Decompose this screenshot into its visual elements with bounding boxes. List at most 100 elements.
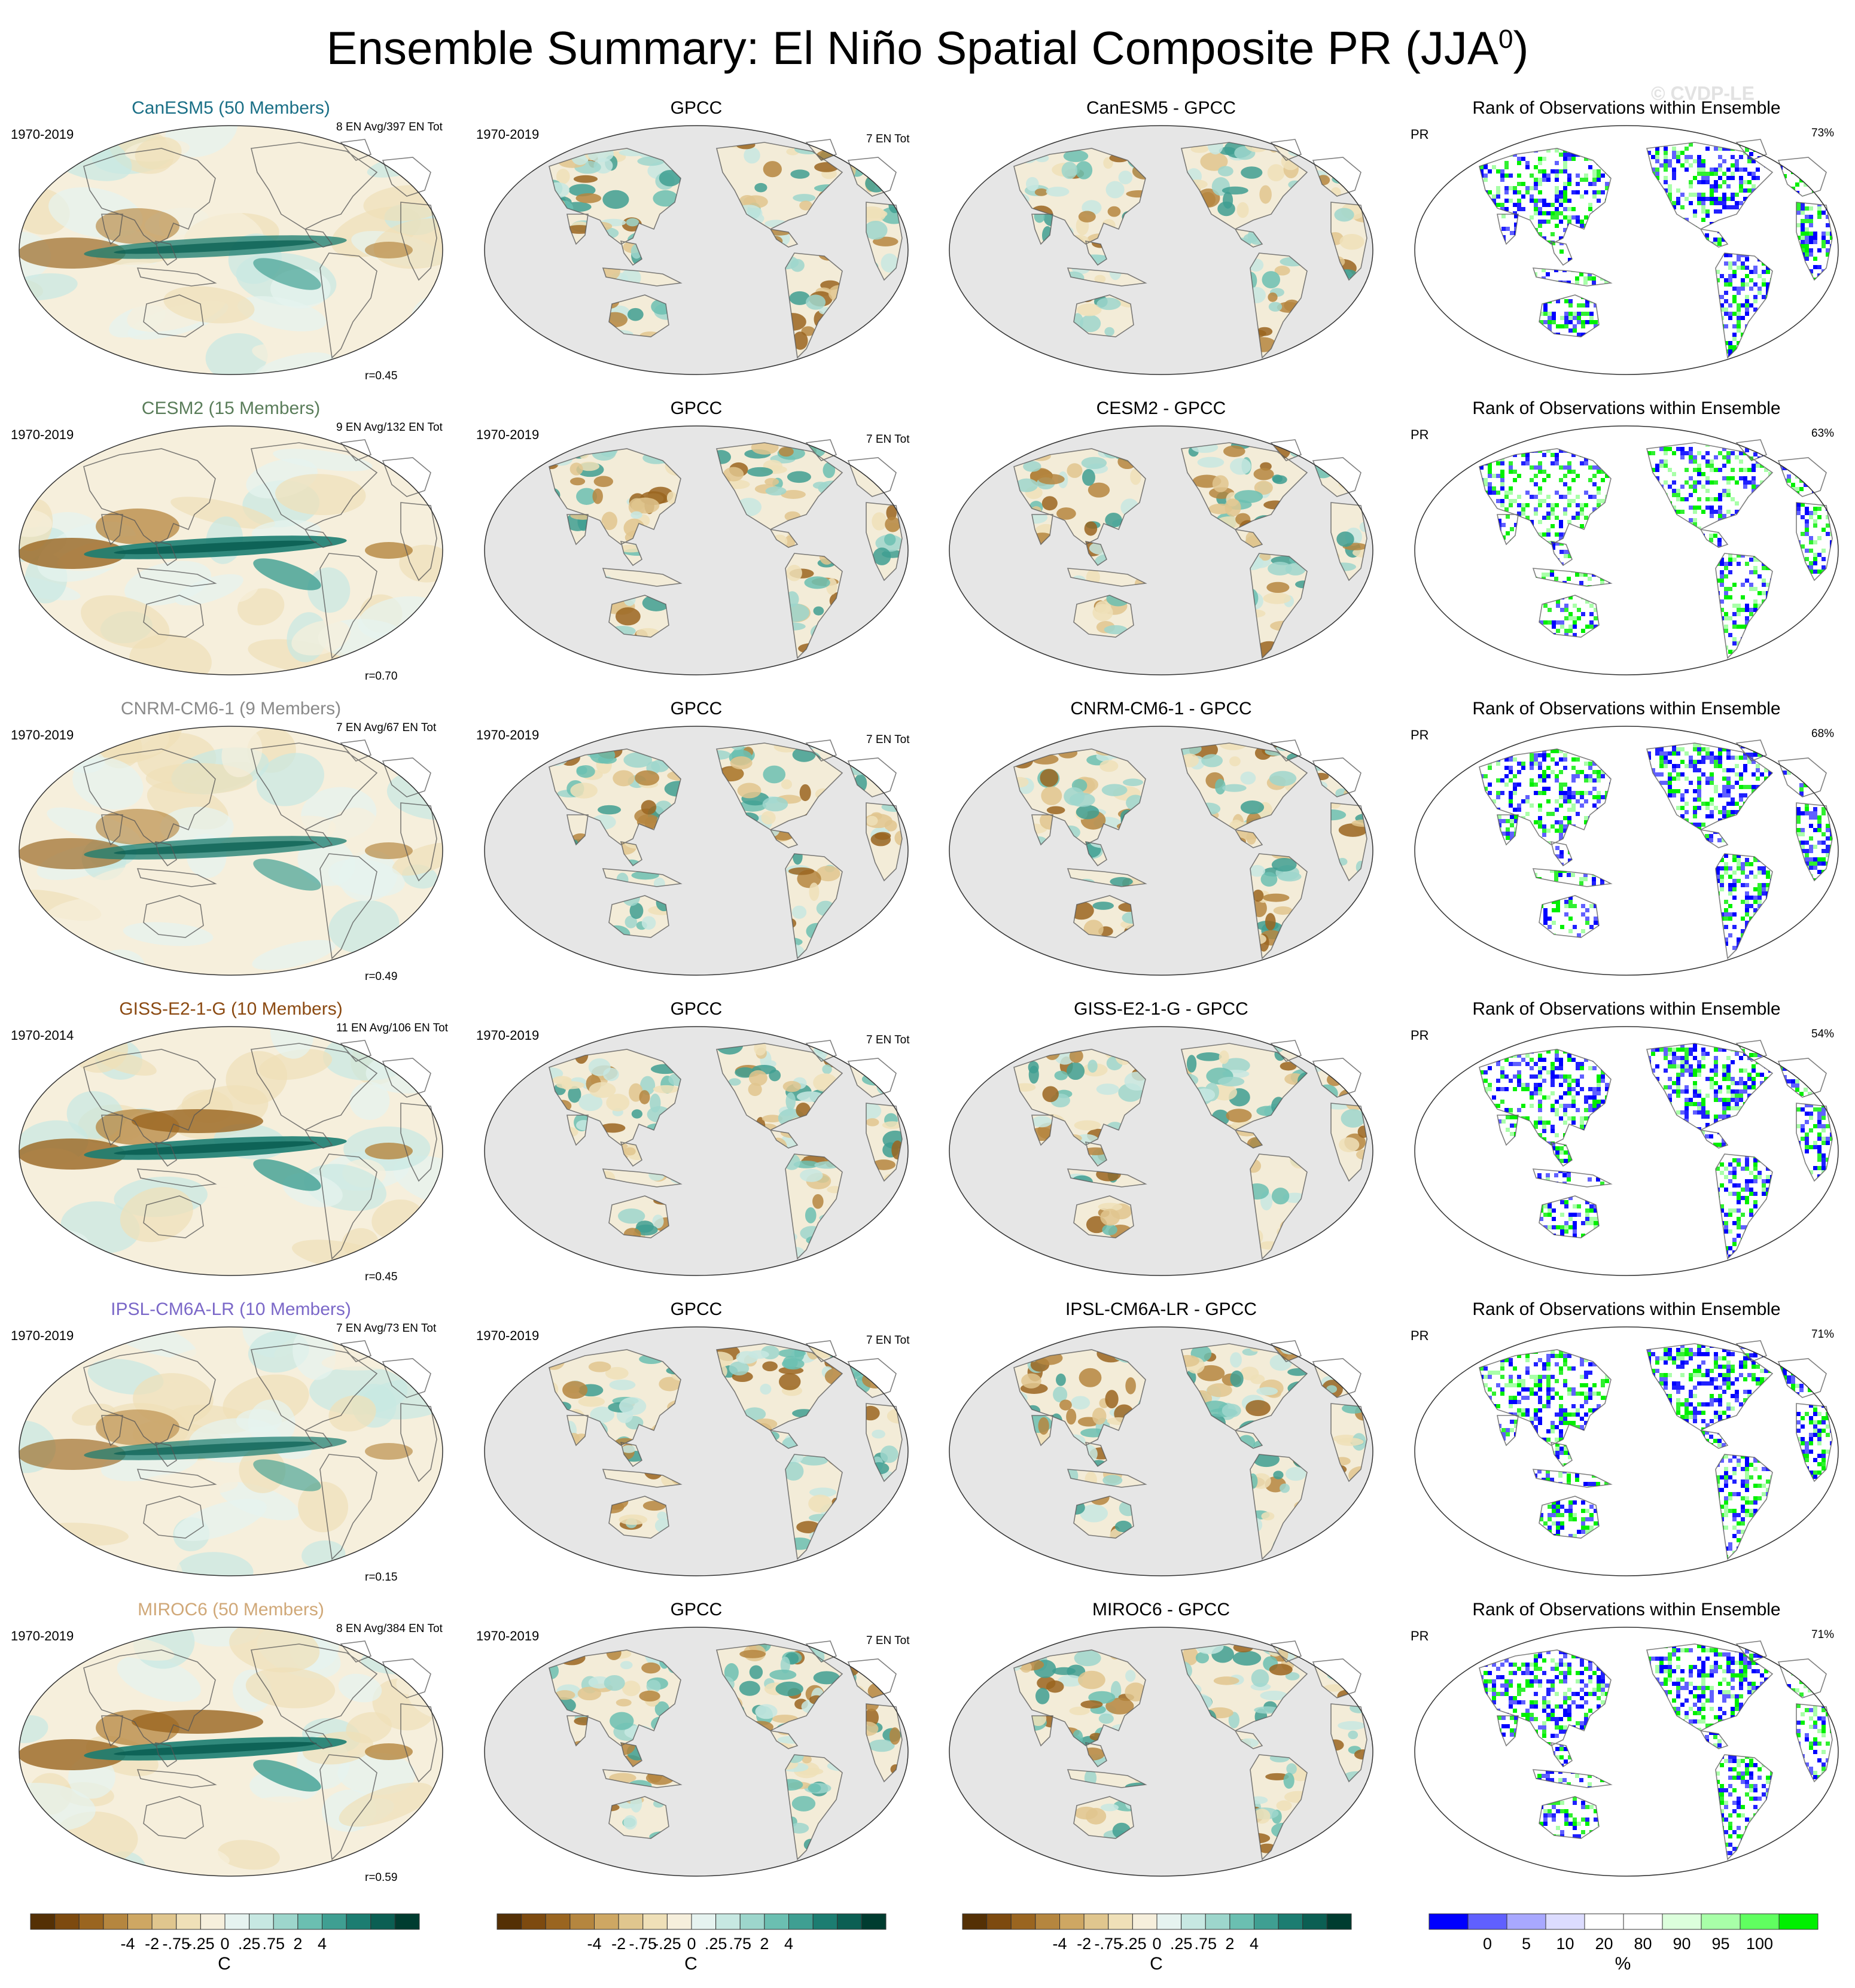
coastlines: [83, 439, 437, 659]
panel-title: Rank of Observations within Ensemble: [1472, 999, 1781, 1019]
panel-title: CESM2 (15 Members): [141, 398, 321, 418]
colorbar-tick-label: 0: [1482, 1935, 1492, 1953]
colorbar-tick-label: -4: [587, 1935, 602, 1953]
colorbar-swatch: [1229, 1913, 1254, 1930]
colorbar-tick-label: -.25: [1119, 1935, 1147, 1953]
panel-rank-percent: 68%: [1811, 727, 1835, 740]
panel-en-info: 7 EN Avg/73 EN Tot: [336, 1322, 437, 1335]
difference-map: [949, 125, 1373, 375]
panel-pattern-correlation: r=0.49: [365, 970, 398, 983]
map-border: [19, 1026, 443, 1276]
rank-map: [1414, 726, 1839, 976]
map-border: [1414, 1627, 1839, 1877]
panel-variable: PR: [1411, 1628, 1429, 1643]
colorbar-swatch: [1506, 1913, 1546, 1930]
colorbar-swatch: [1035, 1913, 1060, 1930]
colorbar-tick-label: 0: [687, 1935, 696, 1953]
difference-field: [949, 1327, 1373, 1576]
map-border: [1414, 1326, 1839, 1576]
colorbar-swatch: [346, 1913, 371, 1930]
panel-pattern-correlation: r=0.45: [365, 1271, 398, 1283]
colorbar-swatch: [1467, 1913, 1507, 1930]
panel-period: 1970-2019: [476, 727, 540, 742]
colorbar-swatch: [666, 1913, 692, 1930]
coastlines: [549, 139, 903, 359]
colorbar-unit: C: [684, 1954, 697, 1974]
colorbar-tick-label: .25: [704, 1935, 727, 1953]
difference-map: [949, 1627, 1373, 1877]
model-field: [19, 126, 443, 375]
colorbar: [497, 1913, 887, 1930]
panel-rank-percent: 71%: [1811, 1628, 1835, 1641]
colorbar-tick-label: 10: [1556, 1935, 1574, 1953]
colorbar-tick-label: 4: [317, 1935, 327, 1953]
map-border: [484, 726, 909, 976]
difference-field: [949, 1627, 1373, 1876]
panel-variable: PR: [1411, 1028, 1429, 1043]
panel-title: Rank of Observations within Ensemble: [1472, 398, 1781, 418]
map-border: [19, 425, 443, 675]
colorbar-tick-label: .75: [729, 1935, 752, 1953]
panel-title: GPCC: [670, 1299, 723, 1319]
observation-field: [485, 1327, 908, 1576]
figure-title: Ensemble Summary: El Niño Spatial Compos…: [0, 18, 1855, 78]
model-composite-map: [19, 726, 443, 976]
map-border: [949, 1627, 1373, 1877]
colorbar-tick-label: -4: [120, 1935, 135, 1953]
panel-period: 1970-2014: [11, 1028, 74, 1043]
colorbar-swatch: [521, 1913, 546, 1930]
figure-title-text: Ensemble Summary: El Niño Spatial Compos…: [326, 22, 1498, 74]
panel-en-info: 8 EN Avg/384 EN Tot: [336, 1622, 443, 1635]
panel-title: Rank of Observations within Ensemble: [1472, 1600, 1781, 1619]
panel-period: 1970-2019: [11, 1628, 74, 1643]
colorbar-swatch: [812, 1913, 838, 1930]
coastlines: [1479, 439, 1833, 659]
rank-field: [1415, 426, 1838, 675]
map-border: [949, 726, 1373, 976]
panel-period: 1970-2019: [11, 127, 74, 142]
colorbar-swatch: [1302, 1913, 1327, 1930]
colorbar-tick-label: -.25: [187, 1935, 215, 1953]
panel-title: GISS-E2-1-G - GPCC: [1074, 999, 1248, 1019]
colorbar-swatch: [788, 1913, 814, 1930]
colorbar-swatch: [1662, 1913, 1702, 1930]
colorbar-tick-label: 5: [1521, 1935, 1531, 1953]
colorbar-tick-label: 0: [220, 1935, 230, 1953]
colorbar-swatch: [642, 1913, 668, 1930]
map-border: [19, 726, 443, 976]
model-field: [19, 1327, 443, 1576]
colorbar-tick-label: 4: [1249, 1935, 1259, 1953]
panel-period: 1970-2019: [476, 127, 540, 142]
colorbar-swatch: [151, 1913, 177, 1930]
colorbar-swatch: [1059, 1913, 1085, 1930]
map-border: [484, 1026, 909, 1276]
colorbar-swatch: [30, 1913, 56, 1930]
coastlines: [549, 1340, 903, 1560]
map-border: [1414, 1026, 1839, 1276]
colorbar-swatch: [1010, 1913, 1036, 1930]
colorbar-swatch: [962, 1913, 988, 1930]
colorbar-swatch: [1108, 1913, 1133, 1930]
map-border: [949, 125, 1373, 375]
panel-en-info: 7 EN Tot: [866, 1634, 910, 1647]
panel-rank-percent: 71%: [1811, 1328, 1835, 1341]
colorbar-tick-label: 100: [1746, 1935, 1774, 1953]
colorbar-swatch: [691, 1913, 717, 1930]
colorbar: [30, 1913, 420, 1930]
coastlines: [1013, 739, 1367, 960]
coastlines: [549, 739, 903, 960]
rank-field: [1415, 1327, 1838, 1576]
map-border: [949, 1326, 1373, 1576]
coastlines: [1013, 1340, 1367, 1560]
difference-map: [949, 425, 1373, 675]
map-border: [484, 125, 909, 375]
panel-period: 1970-2019: [11, 1328, 74, 1343]
difference-map: [949, 1026, 1373, 1276]
panel-pattern-correlation: r=0.15: [365, 1571, 398, 1584]
colorbar-swatch: [78, 1913, 104, 1930]
colorbar: [1428, 1913, 1819, 1930]
panel-rank-percent: 63%: [1811, 427, 1835, 440]
colorbar-tick-label: 95: [1711, 1935, 1730, 1953]
map-border: [1414, 425, 1839, 675]
observation-field: [485, 426, 908, 675]
